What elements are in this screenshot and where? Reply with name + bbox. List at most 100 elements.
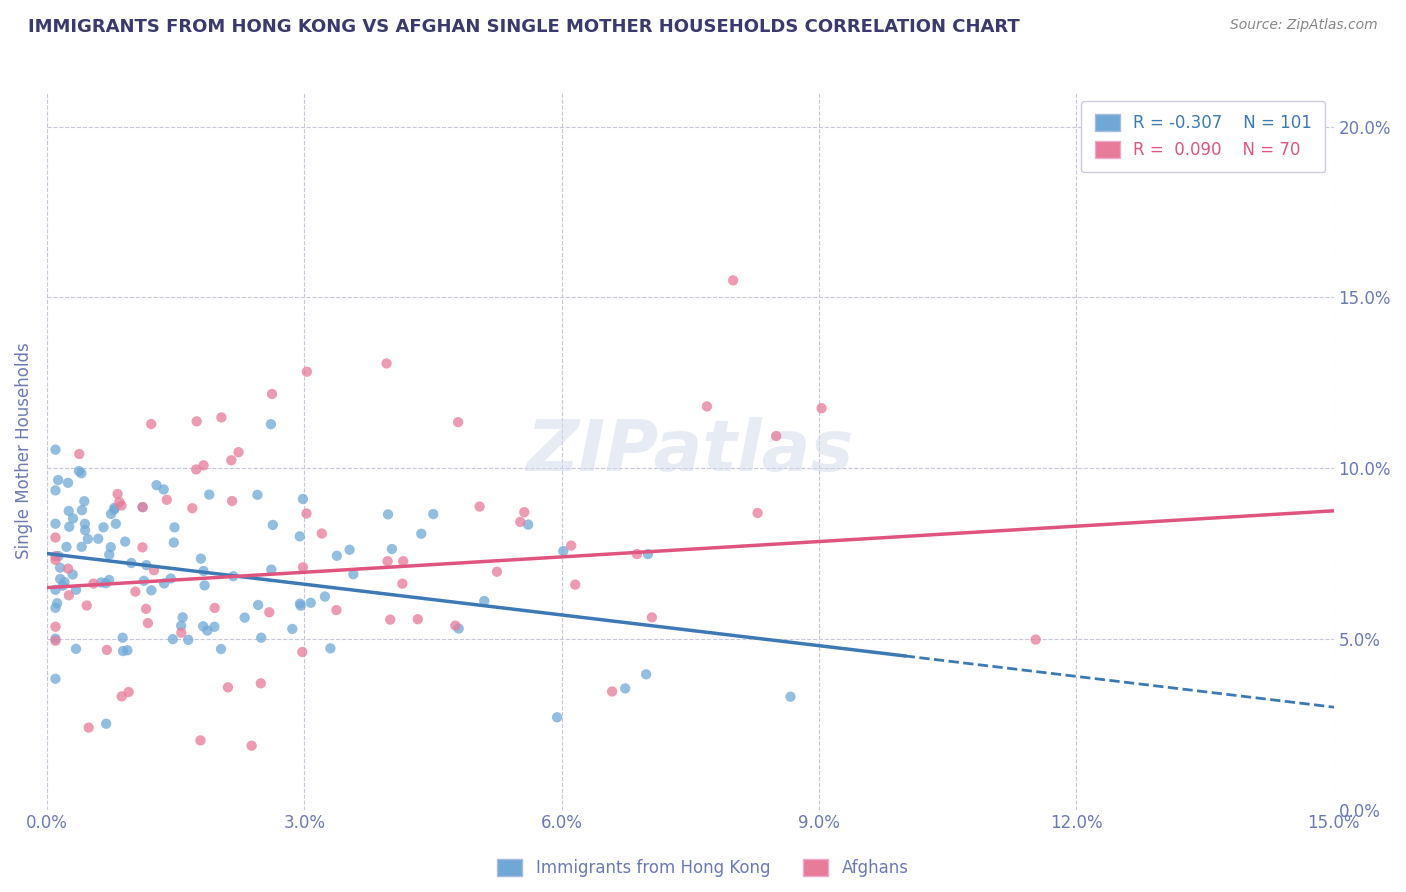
Legend: R = -0.307    N = 101, R =  0.090    N = 70: R = -0.307 N = 101, R = 0.090 N = 70 bbox=[1081, 101, 1326, 172]
Y-axis label: Single Mother Households: Single Mother Households bbox=[15, 343, 32, 559]
Point bbox=[111, 690, 134, 704]
Point bbox=[259, 605, 281, 619]
Point bbox=[721, 273, 744, 287]
Point bbox=[46, 596, 69, 610]
Point bbox=[56, 561, 79, 575]
Point bbox=[143, 563, 166, 577]
Point bbox=[152, 483, 174, 497]
Point bbox=[107, 487, 129, 501]
Point bbox=[509, 515, 531, 529]
Point bbox=[162, 632, 184, 647]
Point bbox=[186, 414, 208, 428]
Point bbox=[44, 633, 66, 648]
Point bbox=[117, 643, 139, 657]
Point bbox=[77, 721, 100, 735]
Point bbox=[73, 494, 96, 508]
Point bbox=[48, 549, 70, 563]
Point bbox=[636, 667, 658, 681]
Point bbox=[696, 400, 718, 414]
Point bbox=[55, 540, 77, 554]
Point bbox=[70, 503, 93, 517]
Point bbox=[375, 356, 398, 370]
Point bbox=[170, 625, 193, 640]
Point bbox=[193, 564, 215, 578]
Point bbox=[198, 487, 221, 501]
Point bbox=[262, 517, 284, 532]
Point bbox=[288, 597, 311, 611]
Point bbox=[468, 500, 491, 514]
Point bbox=[221, 494, 243, 508]
Point bbox=[233, 610, 256, 624]
Point bbox=[626, 547, 648, 561]
Point bbox=[195, 624, 218, 638]
Point bbox=[513, 505, 536, 519]
Point bbox=[131, 500, 153, 515]
Point bbox=[70, 540, 93, 554]
Point bbox=[295, 365, 318, 379]
Point bbox=[411, 526, 433, 541]
Point bbox=[76, 532, 98, 546]
Point bbox=[221, 453, 243, 467]
Point bbox=[204, 601, 226, 615]
Point bbox=[103, 500, 125, 515]
Legend: Immigrants from Hong Kong, Afghans: Immigrants from Hong Kong, Afghans bbox=[491, 852, 915, 884]
Point bbox=[75, 523, 97, 537]
Point bbox=[153, 576, 176, 591]
Point bbox=[299, 596, 322, 610]
Point bbox=[339, 542, 361, 557]
Point bbox=[311, 526, 333, 541]
Point bbox=[326, 549, 349, 563]
Point bbox=[58, 504, 80, 518]
Point bbox=[172, 610, 194, 624]
Point bbox=[222, 569, 245, 583]
Point bbox=[444, 618, 467, 632]
Point bbox=[193, 619, 215, 633]
Point bbox=[76, 599, 98, 613]
Point bbox=[156, 492, 179, 507]
Point bbox=[100, 507, 122, 521]
Point bbox=[44, 516, 66, 531]
Point bbox=[637, 547, 659, 561]
Point bbox=[49, 572, 72, 586]
Point bbox=[249, 676, 271, 690]
Point bbox=[181, 501, 204, 516]
Point bbox=[228, 445, 250, 459]
Point bbox=[135, 602, 157, 616]
Point bbox=[108, 495, 131, 509]
Point bbox=[291, 491, 314, 506]
Point bbox=[291, 645, 314, 659]
Point bbox=[447, 622, 470, 636]
Point bbox=[44, 582, 66, 597]
Point bbox=[62, 511, 84, 525]
Point bbox=[217, 681, 239, 695]
Point bbox=[44, 483, 66, 498]
Point bbox=[62, 567, 84, 582]
Point bbox=[46, 473, 69, 487]
Point bbox=[65, 641, 87, 656]
Point bbox=[381, 541, 404, 556]
Point bbox=[96, 643, 118, 657]
Point bbox=[614, 681, 637, 696]
Point bbox=[100, 540, 122, 554]
Point bbox=[44, 672, 66, 686]
Point bbox=[170, 618, 193, 632]
Point bbox=[392, 554, 415, 568]
Point bbox=[517, 517, 540, 532]
Point bbox=[377, 508, 399, 522]
Point bbox=[94, 576, 117, 591]
Point bbox=[44, 600, 66, 615]
Point bbox=[110, 499, 132, 513]
Point bbox=[177, 632, 200, 647]
Point bbox=[93, 520, 115, 534]
Point bbox=[58, 588, 80, 602]
Point bbox=[288, 529, 311, 543]
Point bbox=[44, 620, 66, 634]
Point bbox=[485, 565, 508, 579]
Point bbox=[246, 488, 269, 502]
Point bbox=[44, 632, 66, 646]
Point bbox=[117, 685, 139, 699]
Point bbox=[163, 520, 186, 534]
Text: ZIPatlas: ZIPatlas bbox=[527, 417, 853, 485]
Point bbox=[190, 551, 212, 566]
Point bbox=[193, 458, 215, 473]
